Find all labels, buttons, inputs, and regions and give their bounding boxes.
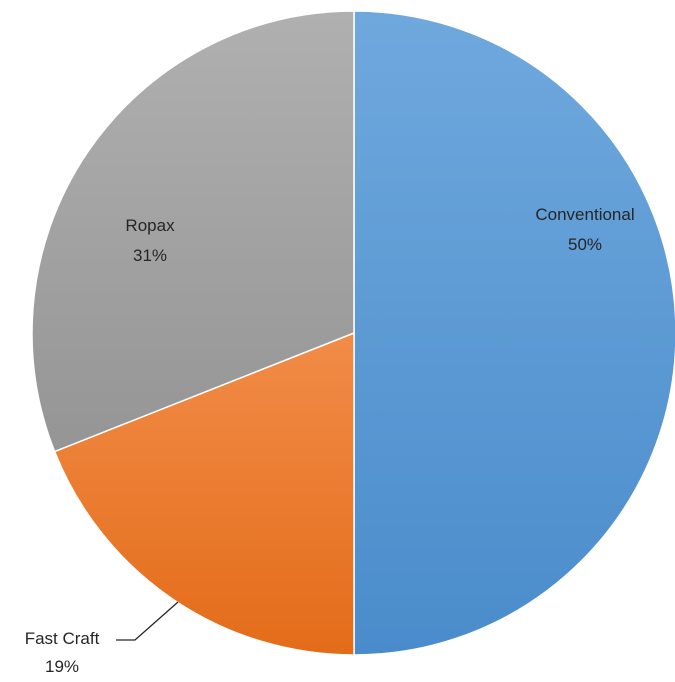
slice-label-name: Ropax: [125, 216, 175, 235]
slice-label-name: Conventional: [535, 205, 634, 224]
pie-slice-fast-craft: [53, 331, 355, 656]
slice-label-percent: 19%: [45, 657, 79, 676]
fast-craft-leader-line: [116, 601, 179, 641]
slice-label-percent: 50%: [568, 235, 602, 254]
pie-slice-conventional: [353, 10, 675, 656]
slice-label-percent: 31%: [133, 246, 167, 265]
slice-label-name: Fast Craft: [25, 629, 100, 648]
pie-slice-ropax: [31, 10, 355, 453]
